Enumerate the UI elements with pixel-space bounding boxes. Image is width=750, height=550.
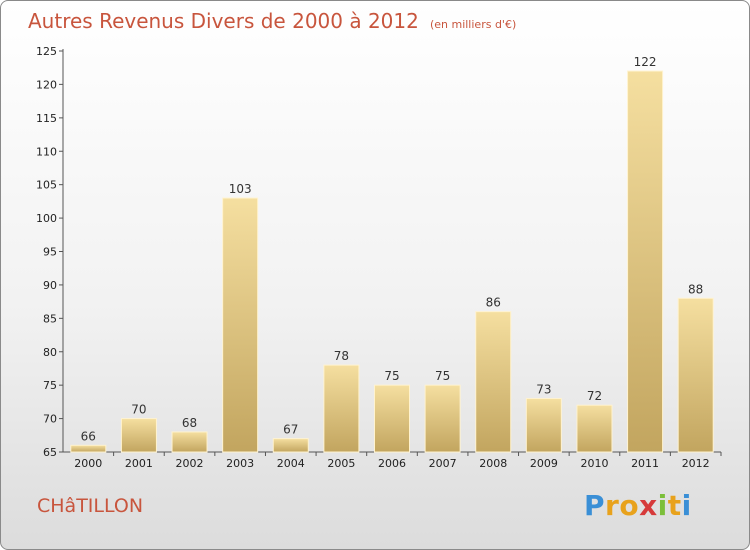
bar [120,418,157,453]
y-tick-label: 70 [43,413,57,426]
y-tick-label: 110 [36,145,57,158]
x-tick-label: 2002 [176,457,204,470]
x-tick-label: 2008 [479,457,507,470]
y-tick-label: 100 [36,212,57,225]
y-tick-label: 115 [36,112,57,125]
logo-letter: o [619,489,640,522]
y-tick-label: 85 [43,312,57,325]
bar [677,297,714,453]
bar [424,384,461,453]
bar [475,311,512,453]
bar-value-label: 103 [229,182,252,196]
x-tick-label: 2001 [125,457,153,470]
logo-letter: t [667,489,682,522]
logo-letter: x [639,489,658,522]
proxiti-logo[interactable]: Proxiti [584,489,692,522]
bar [576,404,613,453]
commune-name: CHâTILLON [37,495,144,517]
title-row: Autres Revenus Divers de 2000 à 2012 (en… [28,9,516,33]
bar [272,438,309,453]
x-tick-label: 2005 [327,457,355,470]
bar-value-label: 122 [634,55,657,69]
bar-value-label: 88 [688,282,703,296]
bar [70,444,107,453]
y-tick-label: 120 [36,78,57,91]
bar-value-label: 75 [384,369,399,383]
x-tick-label: 2007 [429,457,457,470]
bar-value-label: 66 [81,429,96,443]
x-tick-label: 2009 [530,457,558,470]
x-tick-label: 2003 [226,457,254,470]
logo-letter: i [681,489,692,522]
x-tick-label: 2004 [277,457,305,470]
bar [525,398,562,453]
x-tick-label: 2011 [631,457,659,470]
bar-value-label: 67 [283,423,298,437]
bar [323,364,360,453]
y-tick-label: 75 [43,379,57,392]
y-tick-label: 80 [43,346,57,359]
bar-value-label: 70 [131,403,146,417]
y-tick-label: 125 [36,45,57,58]
y-tick-label: 90 [43,279,57,292]
bar-value-label: 68 [182,416,197,430]
bar-value-label: 73 [536,383,551,397]
x-tick-label: 2012 [682,457,710,470]
logo-letter: i [657,489,668,522]
y-tick-label: 105 [36,179,57,192]
x-tick-label: 2000 [74,457,102,470]
y-tick-label: 95 [43,246,57,259]
chart-unit: (en milliers d'€) [429,18,517,31]
bar [171,431,208,453]
bar-value-label: 86 [486,296,501,310]
bars: 66 70 68 103 67 78 75 75 86 73 72 122 88 [70,55,714,453]
bar [222,197,259,453]
bar-value-label: 78 [334,349,349,363]
bar [627,70,664,453]
bar-value-label: 75 [435,369,450,383]
logo-letter: r [605,489,620,522]
y-tick-label: 65 [43,446,57,459]
x-tick-label: 2010 [580,457,608,470]
bar-value-label: 72 [587,389,602,403]
chart-title: Autres Revenus Divers de 2000 à 2012 [28,9,419,33]
logo-letter: P [584,489,606,522]
bar [374,384,410,453]
x-tick-label: 2006 [378,457,406,470]
